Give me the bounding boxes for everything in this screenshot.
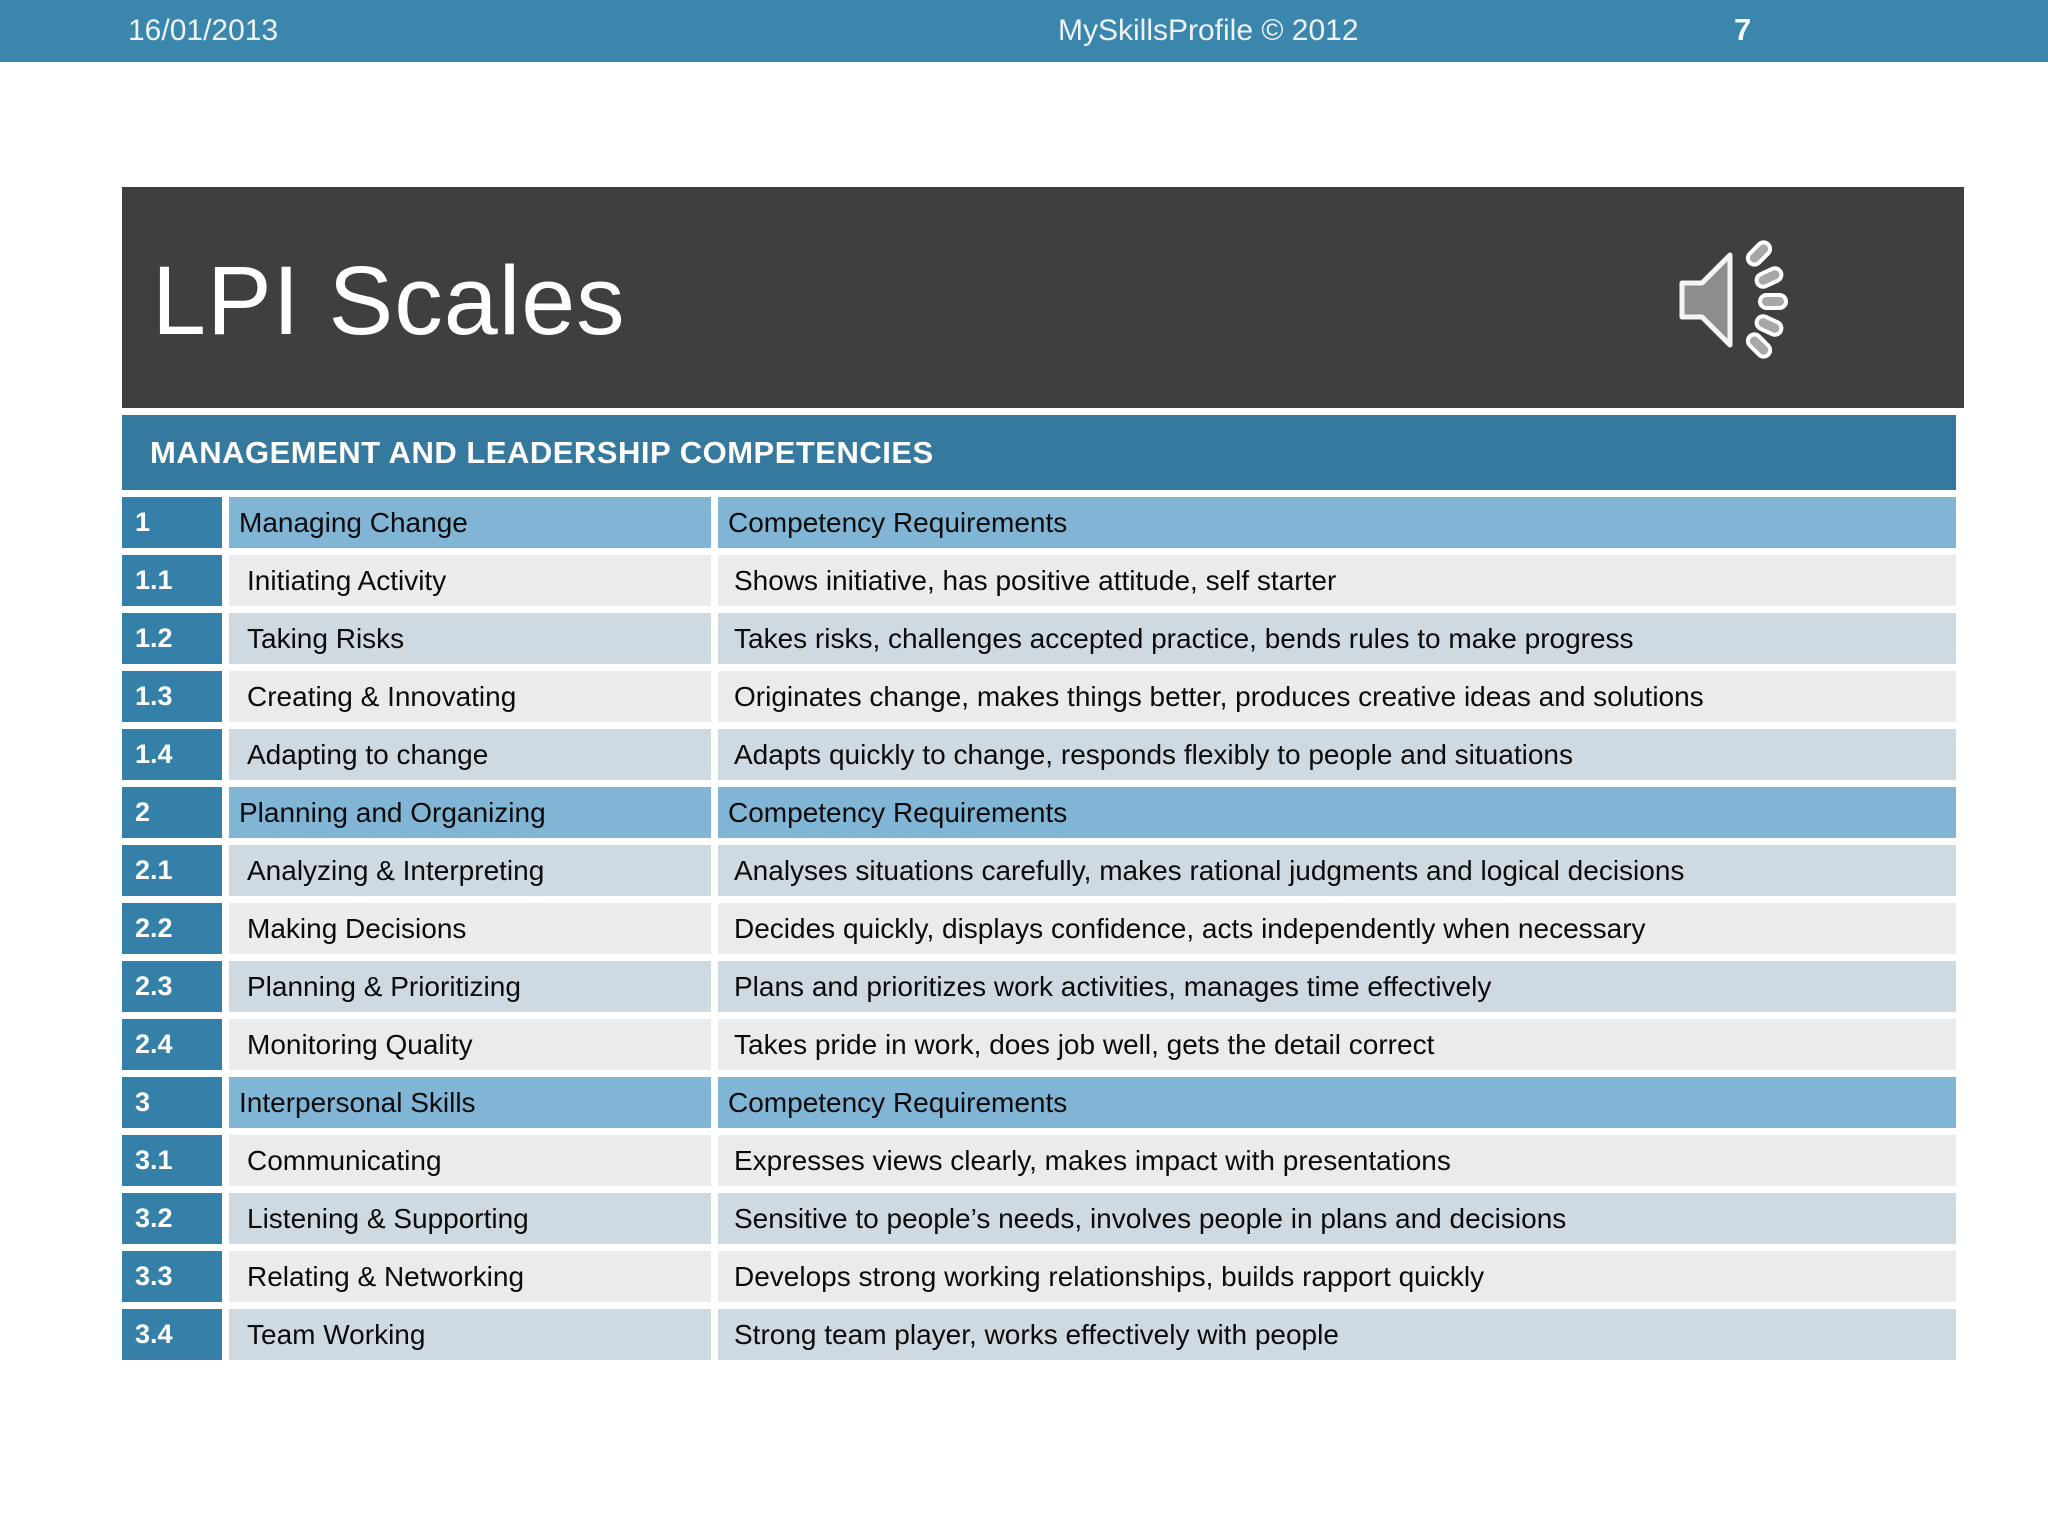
- row-description-cell: Originates change, makes things better, …: [718, 671, 1956, 722]
- row-number-cell: 2.1: [122, 845, 222, 896]
- row-number-cell: 3.3: [122, 1251, 222, 1302]
- table-row: 1 Managing Change Competency Requirement…: [122, 497, 1956, 548]
- row-label-cell: Adapting to change: [229, 729, 711, 780]
- row-description-cell: Plans and prioritizes work activities, m…: [718, 961, 1956, 1012]
- table-row: 2.3 Planning & Prioritizing Plans and pr…: [122, 961, 1956, 1012]
- table-row: 1.4 Adapting to change Adapts quickly to…: [122, 729, 1956, 780]
- row-description-cell: Strong team player, works effectively wi…: [718, 1309, 1956, 1360]
- table-row: 3.2 Listening & Supporting Sensitive to …: [122, 1193, 1956, 1244]
- row-number-cell: 3.1: [122, 1135, 222, 1186]
- row-label-cell: Team Working: [229, 1309, 711, 1360]
- table-header-label: MANAGEMENT AND LEADERSHIP COMPETENCIES: [150, 434, 934, 470]
- document-title: MySkillsProfile © 2012: [1058, 14, 1359, 47]
- table-row: 2.4 Monitoring Quality Takes pride in wo…: [122, 1019, 1956, 1070]
- row-label-cell: Communicating: [229, 1135, 711, 1186]
- speaker-icon[interactable]: [1674, 239, 1794, 359]
- row-label-cell: Relating & Networking: [229, 1251, 711, 1302]
- row-label-cell: Creating & Innovating: [229, 671, 711, 722]
- competency-table: 1 Managing Change Competency Requirement…: [122, 497, 1956, 1367]
- row-description-cell: Decides quickly, displays confidence, ac…: [718, 903, 1956, 954]
- table-row: 1.1 Initiating Activity Shows initiative…: [122, 555, 1956, 606]
- slide-date: 16/01/2013: [128, 14, 279, 47]
- row-label-cell: Making Decisions: [229, 903, 711, 954]
- table-row: 3.4 Team Working Strong team player, wor…: [122, 1309, 1956, 1360]
- row-number-cell: 1: [122, 497, 222, 548]
- table-row: 2.1 Analyzing & Interpreting Analyses si…: [122, 845, 1956, 896]
- row-description-cell: Shows initiative, has positive attitude,…: [718, 555, 1956, 606]
- row-number-cell: 2: [122, 787, 222, 838]
- row-description-cell: Adapts quickly to change, responds flexi…: [718, 729, 1956, 780]
- table-row: 2.2 Making Decisions Decides quickly, di…: [122, 903, 1956, 954]
- row-label-cell: Analyzing & Interpreting: [229, 845, 711, 896]
- table-row: 3.1 Communicating Expresses views clearl…: [122, 1135, 1956, 1186]
- row-number-cell: 2.2: [122, 903, 222, 954]
- row-label-cell: Planning and Organizing: [229, 787, 711, 838]
- table-row: 3 Interpersonal Skills Competency Requir…: [122, 1077, 1956, 1128]
- row-label-cell: Listening & Supporting: [229, 1193, 711, 1244]
- row-description-cell: Analyses situations carefully, makes rat…: [718, 845, 1956, 896]
- row-label-cell: Interpersonal Skills: [229, 1077, 711, 1128]
- slide-title: LPI Scales: [152, 246, 626, 355]
- row-label-cell: Taking Risks: [229, 613, 711, 664]
- row-description-cell: Takes pride in work, does job well, gets…: [718, 1019, 1956, 1070]
- row-label-cell: Monitoring Quality: [229, 1019, 711, 1070]
- page-number: 7: [1734, 12, 1752, 47]
- slide-title-bar: LPI Scales: [122, 187, 1964, 408]
- table-row: 1.2 Taking Risks Takes risks, challenges…: [122, 613, 1956, 664]
- table-header-band: MANAGEMENT AND LEADERSHIP COMPETENCIES: [122, 415, 1956, 490]
- table-row: 1.3 Creating & Innovating Originates cha…: [122, 671, 1956, 722]
- row-number-cell: 1.3: [122, 671, 222, 722]
- row-number-cell: 2.4: [122, 1019, 222, 1070]
- row-description-cell: Competency Requirements: [718, 1077, 1956, 1128]
- row-description-cell: Competency Requirements: [718, 787, 1956, 838]
- row-label-cell: Planning & Prioritizing: [229, 961, 711, 1012]
- top-bar: 16/01/2013 MySkillsProfile © 2012 7: [0, 0, 2048, 62]
- table-row: 2 Planning and Organizing Competency Req…: [122, 787, 1956, 838]
- row-number-cell: 3: [122, 1077, 222, 1128]
- row-description-cell: Competency Requirements: [718, 497, 1956, 548]
- row-description-cell: Sensitive to people’s needs, involves pe…: [718, 1193, 1956, 1244]
- row-number-cell: 3.4: [122, 1309, 222, 1360]
- row-number-cell: 3.2: [122, 1193, 222, 1244]
- row-description-cell: Develops strong working relationships, b…: [718, 1251, 1956, 1302]
- row-number-cell: 1.4: [122, 729, 222, 780]
- row-description-cell: Takes risks, challenges accepted practic…: [718, 613, 1956, 664]
- row-number-cell: 1.1: [122, 555, 222, 606]
- row-label-cell: Managing Change: [229, 497, 711, 548]
- row-label-cell: Initiating Activity: [229, 555, 711, 606]
- table-row: 3.3 Relating & Networking Develops stron…: [122, 1251, 1956, 1302]
- row-number-cell: 2.3: [122, 961, 222, 1012]
- row-description-cell: Expresses views clearly, makes impact wi…: [718, 1135, 1956, 1186]
- row-number-cell: 1.2: [122, 613, 222, 664]
